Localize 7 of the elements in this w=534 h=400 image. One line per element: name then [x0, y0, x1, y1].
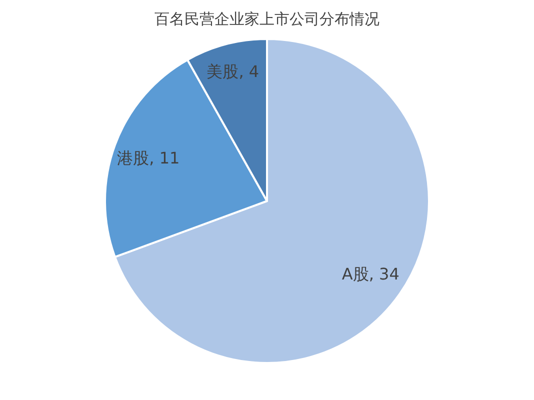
data-label: , 34 [368, 264, 400, 284]
slice-label: 港股 [117, 148, 150, 168]
chart-title: 百名民营企业家上市公司分布情况 [154, 10, 380, 28]
slice-label: A股 [342, 264, 369, 284]
slice-label: 美股 [206, 62, 239, 81]
data-label: , 4 [238, 62, 260, 81]
data-label: , 11 [149, 148, 180, 168]
